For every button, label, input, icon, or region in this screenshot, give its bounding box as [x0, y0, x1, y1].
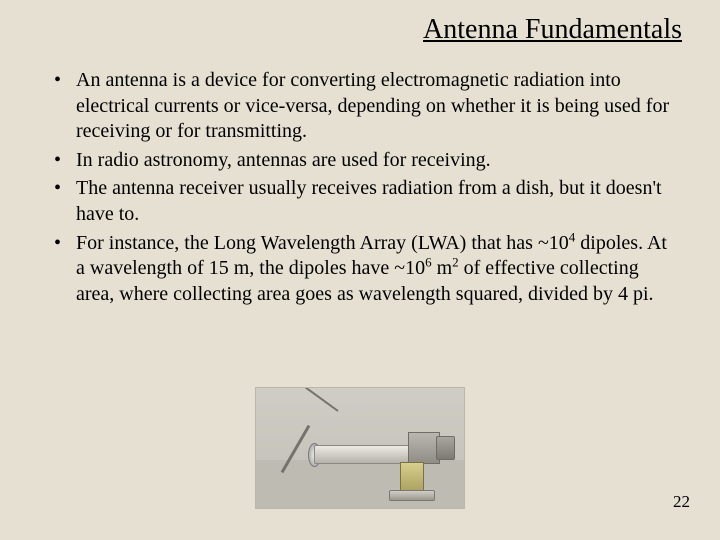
antenna-photo [255, 387, 465, 509]
bullet-text: m [432, 257, 453, 279]
slide: Antenna Fundamentals An antenna is a dev… [0, 0, 720, 540]
bullet-item: For instance, the Long Wavelength Array … [54, 231, 680, 308]
antenna-knob-icon [436, 436, 455, 460]
bullet-list: An antenna is a device for converting el… [30, 68, 690, 307]
page-number: 22 [673, 492, 690, 512]
bullet-item: The antenna receiver usually receives ra… [54, 176, 680, 227]
bullet-item: In radio astronomy, antennas are used fo… [54, 148, 680, 174]
slide-title: Antenna Fundamentals [30, 14, 682, 46]
bullet-item: An antenna is a device for converting el… [54, 68, 680, 145]
bullet-text: For instance, the Long Wavelength Array … [76, 232, 569, 254]
antenna-base-icon [389, 490, 435, 501]
